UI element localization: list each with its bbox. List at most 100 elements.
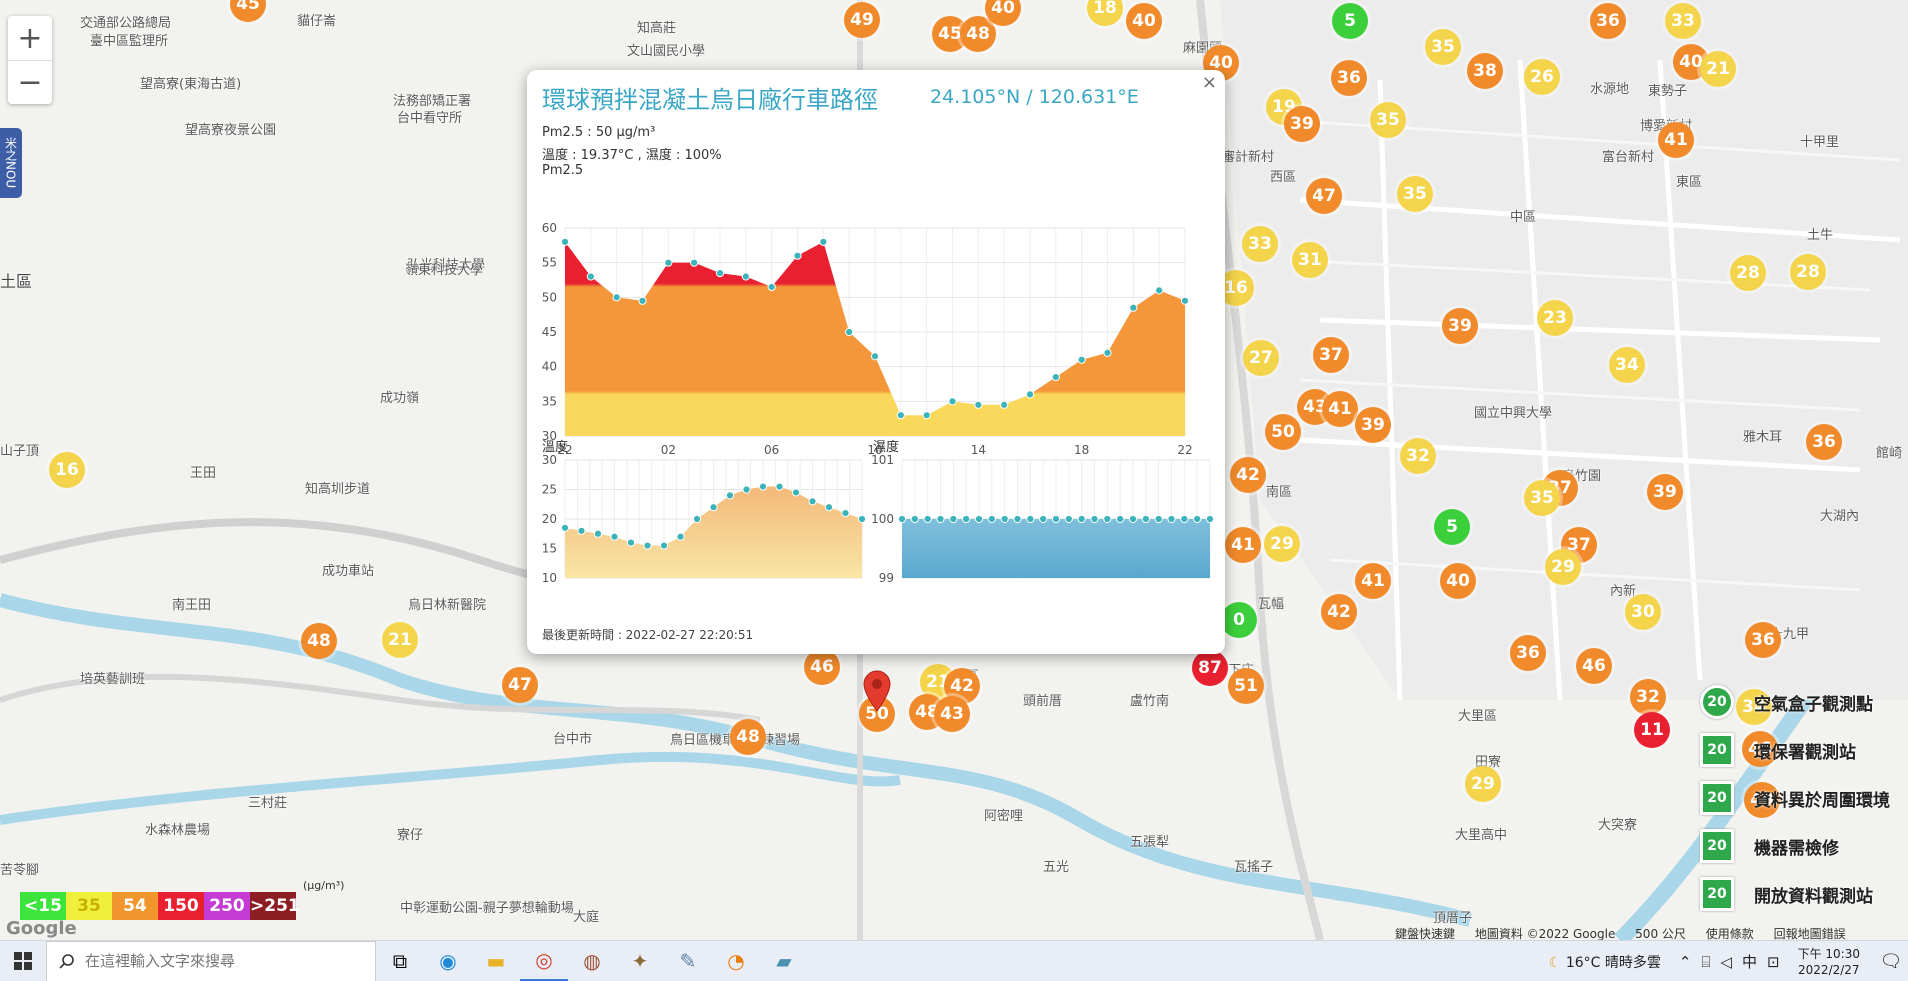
ime-indicator[interactable]: 中 — [1742, 953, 1758, 971]
network-icon[interactable]: ⌸ — [1701, 952, 1711, 971]
sensor-marker[interactable]: 36 — [1745, 622, 1781, 658]
sensor-marker[interactable]: 41 — [1355, 563, 1391, 599]
sensor-marker[interactable]: 50 — [1265, 414, 1301, 450]
sensor-marker[interactable]: 46 — [1576, 648, 1612, 684]
sensor-marker[interactable]: 45 — [230, 0, 266, 22]
scale-bar-label[interactable]: 500 公尺 — [1635, 927, 1686, 940]
sensor-marker[interactable]: 29 — [1545, 549, 1581, 585]
sensor-marker[interactable]: 35 — [1524, 480, 1560, 516]
report-error-link[interactable]: 回報地圖錯誤 — [1773, 927, 1846, 940]
sensor-marker[interactable]: 48 — [960, 16, 996, 52]
task-view-icon[interactable]: ⧉ — [392, 949, 408, 973]
sensor-marker[interactable]: 33 — [1242, 226, 1278, 262]
sensor-marker[interactable]: 41 — [1322, 391, 1358, 427]
map-canvas[interactable]: 交通部公路總局 臺中區監理所 貓仔崙 知高莊 文山國民小學 望高寮(東海古道) 法務部矯正署… — [0, 0, 1908, 940]
notification-icon[interactable]: 🗨 — [1879, 951, 1903, 972]
sensor-marker[interactable]: 27 — [1243, 340, 1279, 376]
sensor-marker[interactable]: 32 — [1630, 679, 1666, 715]
start-button[interactable] — [0, 941, 46, 981]
sensor-marker[interactable]: 39 — [1647, 474, 1683, 510]
sensor-marker[interactable]: 29 — [1264, 526, 1300, 562]
sensor-marker[interactable]: 36 — [1510, 635, 1546, 671]
sensor-marker[interactable]: 51 — [1228, 668, 1264, 704]
sensor-marker[interactable]: 35 — [1370, 102, 1406, 138]
sensor-marker[interactable]: 28 — [1730, 255, 1766, 291]
blender-icon[interactable]: ◔ — [727, 949, 745, 973]
app-icon-tool[interactable]: ✎ — [679, 949, 697, 973]
sensor-marker[interactable]: 38 — [1467, 53, 1503, 89]
sensor-marker[interactable]: 21 — [1700, 51, 1736, 87]
sensor-marker[interactable]: 40 — [1126, 3, 1162, 39]
sensor-marker[interactable]: 36 — [1806, 424, 1842, 460]
sensor-marker[interactable]: 34 — [1609, 347, 1645, 383]
taskbar-search-box[interactable] — [46, 940, 376, 981]
sensor-marker[interactable]: 42 — [1321, 594, 1357, 630]
edge-browser-icon[interactable]: ◉ — [439, 949, 457, 973]
file-explorer-icon[interactable]: ▬ — [486, 949, 506, 973]
weather-widget[interactable]: ☾ 16°C 晴時多雲 — [1549, 952, 1661, 972]
sensor-marker[interactable]: 35 — [1397, 176, 1433, 212]
sensor-marker[interactable]: 23 — [1537, 300, 1573, 336]
map-data-credit: 地圖資料 ©2022 Google — [1474, 927, 1616, 940]
x-tick-label: 06 — [764, 443, 779, 457]
sensor-marker[interactable]: 36 — [1590, 3, 1626, 39]
sensor-marker[interactable]: 48 — [730, 719, 766, 755]
sensor-marker[interactable]: 46 — [1742, 731, 1778, 767]
sensor-marker[interactable]: 26 — [1524, 59, 1560, 95]
y-tick-label: 40 — [542, 360, 557, 374]
sensor-marker[interactable]: 39 — [1284, 106, 1320, 142]
app-icon-bird[interactable]: ✦ — [631, 949, 649, 973]
sensor-marker[interactable]: 31 — [1292, 242, 1328, 278]
sensor-marker[interactable]: 30 — [1625, 594, 1661, 630]
sensor-marker[interactable]: 47 — [1306, 178, 1342, 214]
taskbar-clock[interactable]: 下午 10:30 2022/2/27 — [1798, 946, 1860, 978]
sensor-marker[interactable]: 48 — [909, 694, 945, 730]
sensor-marker[interactable]: 46 — [804, 649, 840, 685]
sensor-marker[interactable]: 48 — [301, 623, 337, 659]
location-pin-icon[interactable] — [862, 670, 892, 712]
input-mode-icon[interactable]: ⊡ — [1767, 952, 1780, 971]
sensor-marker[interactable]: 40 — [1440, 563, 1476, 599]
sensor-marker[interactable]: 45 — [932, 16, 968, 52]
sensor-marker[interactable]: 39 — [1355, 407, 1391, 443]
close-icon[interactable]: × — [1201, 72, 1217, 93]
sensor-marker[interactable]: 5 — [1434, 509, 1470, 545]
zoom-in-button[interactable]: + — [17, 20, 43, 56]
y-tick-label: 10 — [542, 571, 557, 585]
aqi-legend-swatch: 54 — [112, 892, 158, 920]
sensor-marker[interactable]: 29 — [1465, 766, 1501, 802]
app-icon-compass[interactable]: ◍ — [583, 949, 601, 973]
sensor-marker[interactable]: 16 — [49, 452, 85, 488]
sensor-marker[interactable]: 39 — [1442, 308, 1478, 344]
map-place-label: 知高圳步道 — [305, 482, 371, 497]
sensor-marker[interactable]: 49 — [1744, 782, 1780, 818]
sensor-marker[interactable]: 49 — [844, 2, 880, 38]
chrome-browser-icon[interactable]: ◎ — [520, 941, 568, 981]
volume-icon[interactable]: ◁ — [1720, 952, 1732, 971]
sensor-marker[interactable]: 42 — [1230, 457, 1266, 493]
sensor-marker[interactable]: 87 — [1192, 650, 1228, 686]
keyboard-shortcuts-link[interactable]: 鍵盤快速鍵 — [1395, 927, 1456, 940]
tray-chevron-icon[interactable]: ⌃ — [1678, 952, 1692, 971]
sensor-marker[interactable]: 41 — [1658, 122, 1694, 158]
side-panel-tab[interactable]: 米之NOU — [0, 128, 22, 198]
sensor-marker[interactable]: 5 — [1332, 3, 1368, 39]
sensor-marker[interactable]: 32 — [1400, 438, 1436, 474]
sensor-marker[interactable]: 41 — [1225, 527, 1261, 563]
sensor-marker[interactable]: 0 — [1221, 602, 1257, 638]
sensor-marker[interactable]: 11 — [1634, 712, 1670, 748]
sensor-marker[interactable]: 33 — [1665, 3, 1701, 39]
sensor-marker[interactable]: 47 — [502, 667, 538, 703]
terms-link[interactable]: 使用條款 — [1705, 927, 1754, 940]
google-logo: Google — [6, 918, 77, 939]
sensor-marker[interactable]: 34 — [1736, 689, 1772, 725]
taskbar-search-input[interactable] — [85, 952, 355, 970]
sensor-marker[interactable]: 35 — [1425, 29, 1461, 65]
sensor-marker[interactable]: 28 — [1790, 254, 1826, 290]
sensor-marker[interactable]: 21 — [382, 622, 418, 658]
sensor-marker[interactable]: 36 — [1331, 60, 1367, 96]
sensor-marker[interactable]: 37 — [1313, 337, 1349, 373]
zoom-out-button[interactable]: − — [8, 60, 52, 104]
app-icon-folder[interactable]: ▰ — [776, 949, 792, 973]
sensor-marker[interactable]: 43 — [934, 696, 970, 732]
